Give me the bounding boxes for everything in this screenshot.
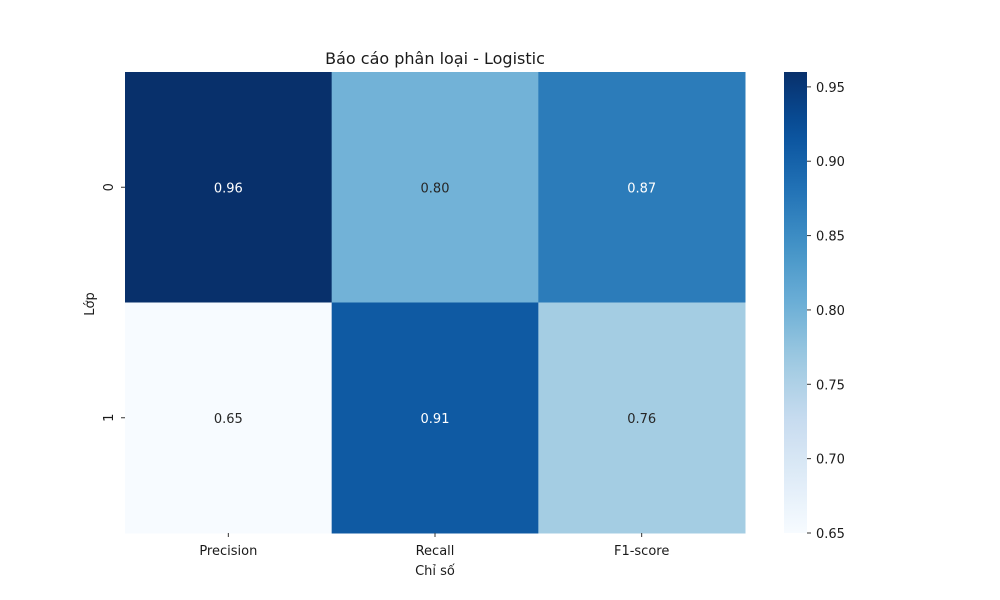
- colorbar-tick-label: 0.70: [816, 453, 845, 468]
- y-tick-label: 0: [102, 183, 117, 191]
- colorbar-tick-label: 0.90: [816, 155, 845, 170]
- heatmap-cell: [331, 72, 539, 303]
- colorbar-tick-label: 0.95: [816, 81, 845, 96]
- cell-value-label: 0.91: [421, 412, 450, 427]
- colorbar-tick-label: 0.85: [816, 230, 845, 245]
- cell-value-label: 0.96: [214, 181, 243, 196]
- chart-title: Báo cáo phân loại - Logistic: [325, 49, 545, 68]
- cell-value-label: 0.80: [421, 181, 450, 196]
- cell-value-label: 0.87: [627, 181, 656, 196]
- x-tick-label: Recall: [416, 544, 455, 559]
- x-axis-label: Chỉ số: [415, 564, 455, 579]
- heatmap-cell: [331, 302, 539, 534]
- cell-value-label: 0.76: [627, 412, 656, 427]
- y-axis: 01: [102, 183, 125, 422]
- heatmap-cell: [538, 302, 746, 534]
- cell-value-label: 0.65: [214, 412, 243, 427]
- heatmap-cell: [125, 302, 333, 534]
- colorbar-tick-label: 0.80: [816, 304, 845, 319]
- y-tick-label: 1: [102, 414, 117, 422]
- colorbar-tick-label: 0.65: [816, 527, 845, 542]
- heatmap-cell: [125, 72, 333, 303]
- y-axis-label: Lớp: [83, 292, 98, 315]
- heatmap-cells: [125, 72, 746, 534]
- colorbar-axis: 0.65 0.70 0.75 0.80 0.85 0.90 0.95: [807, 81, 845, 542]
- x-axis: Precision Recall F1-score: [199, 533, 669, 559]
- colorbar-tick-label: 0.75: [816, 378, 845, 393]
- x-tick-label: F1-score: [614, 544, 669, 559]
- x-tick-label: Precision: [199, 544, 257, 559]
- heatmap-cell: [538, 72, 746, 303]
- colorbar: [784, 72, 807, 533]
- heatmap-cell-labels: 0.96 0.80 0.87 0.65 0.91 0.76: [214, 181, 656, 427]
